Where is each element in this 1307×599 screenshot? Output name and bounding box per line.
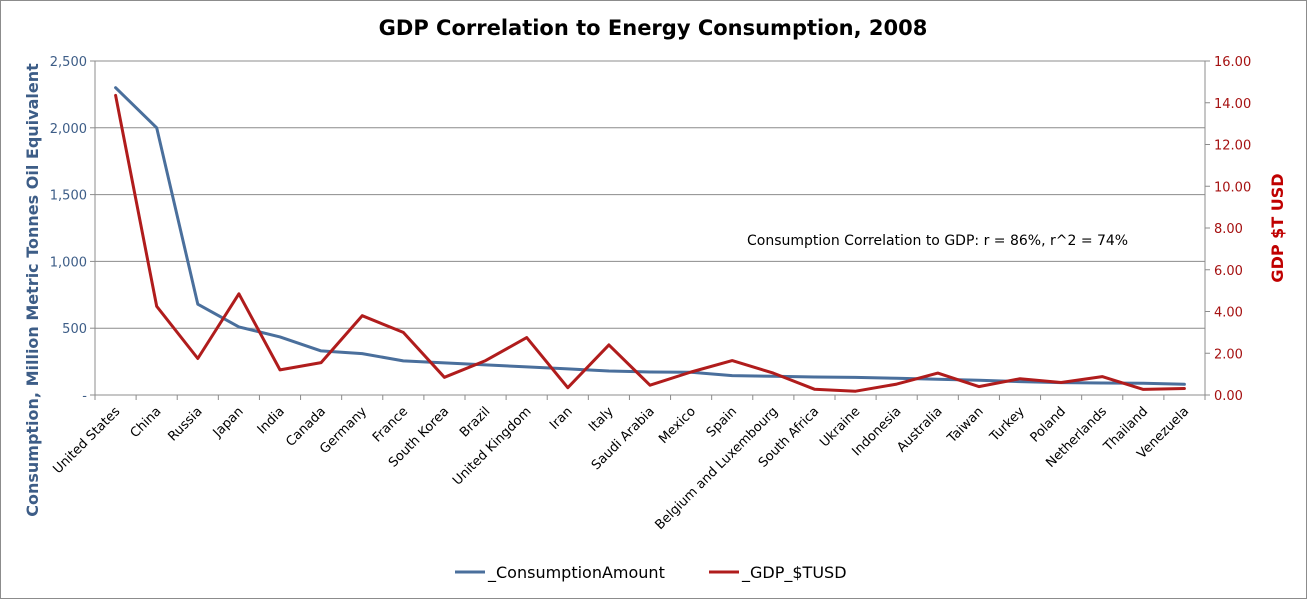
- legend: _ConsumptionAmount _GDP_$TUSD: [455, 563, 847, 583]
- x-tick-label: Turkey: [987, 404, 1028, 445]
- x-axis-ticks: United States China Russia Japan IndiaCanada…: [51, 404, 1193, 533]
- y-axis-left-label: Consumption, Million Metric Tonnes Oil E…: [23, 63, 42, 517]
- y-left-tick-label: 2,000: [50, 122, 87, 137]
- y-right-tick-label: 6.00: [1214, 264, 1243, 279]
- legend-label-consumption: _ConsumptionAmount: [487, 563, 665, 583]
- x-tick-label: Spain: [704, 404, 740, 440]
- x-tick-label: Australia: [894, 404, 945, 455]
- x-tick-label: United States: [51, 404, 124, 477]
- y-left-tick-label: -: [82, 389, 87, 404]
- gridlines: [95, 60, 1205, 329]
- x-tick-label: France: [370, 404, 411, 445]
- x-tick-label: China: [128, 404, 165, 441]
- x-tick-label: Taiwan: [944, 404, 987, 447]
- x-tick-label: Mexico: [656, 404, 699, 447]
- y-left-tick-label: 1,000: [50, 255, 87, 270]
- y-right-tick-label: 0.00: [1214, 389, 1243, 404]
- y-right-tick-label: 8.00: [1214, 222, 1243, 237]
- legend-label-gdp: _GDP_$TUSD: [741, 563, 847, 583]
- x-tick-label: India: [255, 404, 288, 437]
- x-tick-label: Poland: [1028, 404, 1069, 445]
- y-axis-right-label: GDP $T USD: [1268, 173, 1287, 282]
- x-tick-label: Italy: [586, 404, 617, 435]
- y-axis-right-ticks: 0.00 2.00 4.00 6.00 8.00 10.00 12.00 14.00 16.00: [1214, 55, 1251, 404]
- x-tick-label: Brazil: [457, 404, 493, 440]
- x-tick-label: Russia: [165, 404, 205, 444]
- y-right-tick-label: 16.00: [1214, 55, 1251, 70]
- correlation-annotation: Consumption Correlation to GDP: r = 86%,…: [747, 233, 1128, 249]
- y-right-tick-label: 10.00: [1214, 180, 1251, 195]
- y-left-tick-label: 2,500: [50, 55, 87, 70]
- series-lines: [114, 86, 1186, 393]
- axes: [90, 60, 1210, 400]
- y-left-tick-label: 500: [62, 322, 87, 337]
- y-right-tick-label: 14.00: [1214, 97, 1251, 112]
- x-tick-label: Japan: [210, 404, 247, 441]
- series-line-gdp: [114, 93, 1186, 393]
- chart-title: GDP Correlation to Energy Consumption, 2…: [379, 16, 928, 40]
- x-tick-label: Iran: [547, 404, 576, 433]
- y-right-tick-label: 2.00: [1214, 347, 1243, 362]
- y-left-tick-label: 1,500: [50, 189, 87, 204]
- y-right-tick-label: 4.00: [1214, 306, 1243, 321]
- x-tick-label: United Kingdom: [450, 404, 534, 488]
- y-axis-left-ticks: - 500 1,000 1,500 2,000 2,500: [50, 55, 88, 404]
- y-right-tick-label: 12.00: [1214, 139, 1251, 154]
